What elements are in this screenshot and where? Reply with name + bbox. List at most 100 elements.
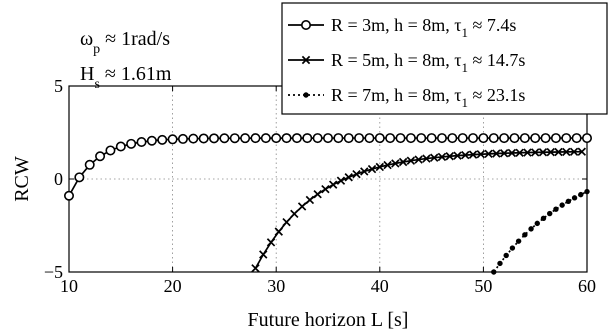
x-axis-title: Future horizon L [s] bbox=[248, 309, 409, 329]
x-tick-label: 60 bbox=[578, 276, 596, 296]
x-tick-label: 10 bbox=[60, 276, 78, 296]
series-1-point bbox=[405, 133, 416, 144]
annotation-subscript: p bbox=[93, 42, 100, 57]
series-3-point bbox=[571, 195, 578, 201]
series-2-point bbox=[259, 250, 268, 259]
series-3-point bbox=[553, 206, 559, 212]
legend-item-3: R = 7m, h = 8m, τ1 ≈ 23.1s bbox=[288, 85, 525, 110]
series-1-point bbox=[322, 133, 333, 144]
y-tick-label: 0 bbox=[54, 169, 63, 189]
series-1-point bbox=[519, 133, 530, 144]
series-1-point bbox=[177, 133, 188, 144]
annotations: ωp ≈ 1rad/s Hs ≈ 1.61m bbox=[80, 28, 172, 92]
series-3-point bbox=[491, 269, 497, 275]
grid bbox=[69, 86, 587, 272]
series-3-point bbox=[534, 220, 540, 227]
series-2-point bbox=[375, 162, 385, 172]
series-2-point bbox=[468, 150, 478, 159]
annotation-symbol: ω bbox=[80, 28, 93, 50]
legend-marker bbox=[301, 55, 311, 65]
series-2-point bbox=[437, 152, 447, 162]
series-2-point bbox=[251, 264, 260, 273]
series-1-point bbox=[209, 133, 220, 144]
annotation-1: ωp ≈ 1rad/s bbox=[80, 28, 170, 57]
series-2-point bbox=[530, 148, 540, 157]
series-1-point bbox=[333, 133, 344, 144]
series-2-point bbox=[391, 159, 400, 168]
series-2-point bbox=[336, 176, 346, 185]
x-tick-label: 40 bbox=[371, 276, 389, 296]
series-3-point bbox=[547, 210, 553, 217]
series-1-point bbox=[229, 133, 240, 144]
series-1-point bbox=[343, 133, 354, 144]
series-1-point bbox=[105, 145, 116, 156]
series-1-point bbox=[136, 136, 147, 147]
series-1-point bbox=[260, 133, 271, 144]
series-1-point bbox=[240, 133, 251, 144]
series-3-point bbox=[528, 226, 534, 232]
series-1 bbox=[64, 133, 592, 201]
series-1-point bbox=[219, 133, 230, 144]
series-2-point bbox=[562, 147, 571, 157]
series-2-point bbox=[406, 156, 416, 165]
series-2-point bbox=[476, 150, 486, 159]
series-1-point bbox=[478, 133, 489, 144]
series-1-point bbox=[457, 133, 468, 144]
series-2-point bbox=[422, 154, 431, 163]
series-1-point bbox=[291, 133, 302, 144]
series-1-point bbox=[426, 133, 437, 144]
series-1-point bbox=[146, 135, 157, 146]
series-2-point bbox=[360, 167, 369, 176]
legend-item-1: R = 3m, h = 8m, τ1 ≈ 7.4s bbox=[288, 15, 516, 40]
series-3-point bbox=[515, 238, 522, 244]
series-2-point bbox=[461, 150, 470, 160]
legend-marker bbox=[300, 19, 311, 30]
series-3-point bbox=[565, 198, 572, 205]
series-2-line bbox=[254, 150, 582, 269]
series-1-point bbox=[550, 133, 561, 144]
series-1-point bbox=[499, 133, 510, 144]
series-2-point bbox=[321, 184, 330, 194]
series-2-point bbox=[367, 164, 377, 174]
series-1-point bbox=[436, 133, 447, 144]
y-tick-label: 5 bbox=[54, 76, 63, 96]
series-2-point bbox=[484, 149, 493, 159]
series-2-point bbox=[554, 147, 563, 157]
series-3-point bbox=[584, 188, 590, 195]
legend-marker bbox=[303, 92, 309, 98]
series-1-point bbox=[530, 133, 541, 144]
series-2-point bbox=[266, 238, 276, 247]
series-2-point bbox=[398, 157, 408, 167]
series-1-point bbox=[84, 159, 95, 170]
series-1-point bbox=[115, 141, 126, 152]
series-3-point bbox=[509, 245, 516, 251]
series-2-point bbox=[328, 180, 338, 189]
series-1-point bbox=[95, 151, 106, 162]
series-2-point bbox=[282, 217, 291, 227]
x-tick-label: 30 bbox=[267, 276, 285, 296]
series-2-point bbox=[453, 151, 462, 160]
series-2-point bbox=[352, 169, 361, 179]
series-1-point bbox=[395, 133, 406, 144]
series-1-point bbox=[312, 133, 323, 144]
series-1-point bbox=[468, 133, 479, 144]
series-1-point bbox=[271, 133, 282, 144]
series-3-point bbox=[578, 191, 584, 198]
annotation-value: ≈ 1.61m bbox=[100, 63, 172, 85]
series-2-point bbox=[274, 227, 283, 236]
series-3-point bbox=[559, 202, 565, 208]
series-1-point bbox=[364, 133, 375, 144]
series-1-point bbox=[416, 133, 427, 144]
legend-item-2: R = 5m, h = 8m, τ1 ≈ 14.7s bbox=[288, 50, 525, 75]
series-1-point bbox=[354, 133, 365, 144]
series-2-point bbox=[313, 190, 322, 199]
legend: R = 3m, h = 8m, τ1 ≈ 7.4s R = 5m, h = 8m,… bbox=[281, 2, 608, 115]
annotation-value: ≈ 1rad/s bbox=[100, 28, 170, 50]
series-1-point bbox=[64, 190, 75, 201]
series-2-point bbox=[515, 148, 524, 157]
legend-label: R = 3m, h = 8m, τ1 ≈ 7.4s bbox=[331, 15, 516, 40]
legend-label: R = 5m, h = 8m, τ1 ≈ 14.7s bbox=[331, 50, 525, 75]
series-1-point bbox=[250, 133, 261, 144]
